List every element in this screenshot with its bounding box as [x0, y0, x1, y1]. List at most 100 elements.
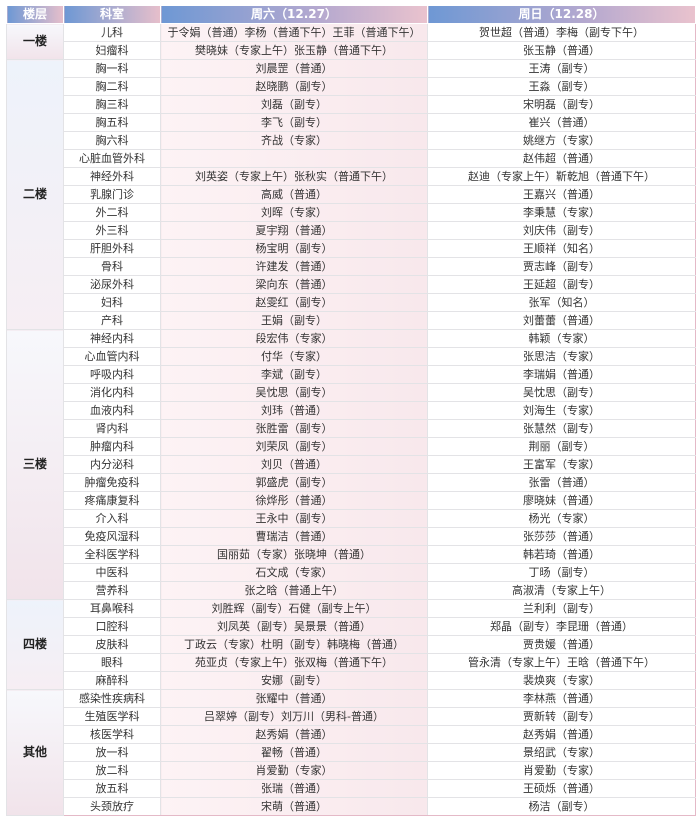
dept-cell: 胸二科 — [63, 77, 161, 96]
sunday-cell: 刘蕾蕾（普通） — [427, 311, 696, 330]
table-row: 产科 王娟（副专） 刘蕾蕾（普通） — [7, 311, 696, 330]
sunday-cell: 张雷（普通） — [427, 473, 696, 492]
sunday-cell: 张思洁（专家） — [427, 347, 696, 366]
table-row: 四楼 耳鼻喉科 刘胜辉（副专）石健（副专上午） 兰利利（副专） — [6, 599, 696, 690]
table-row: 中医科 石文成（专家） 丁旸（副专） — [7, 563, 696, 582]
sunday-cell: 崔兴（普通） — [427, 113, 696, 132]
table-row: 生殖医学科 吕翠婷（副专）刘万川（男科-普通） 贾新转（副专） — [7, 707, 696, 726]
dept-cell: 神经外科 — [63, 167, 161, 186]
saturday-cell: 于令娟（普通）李杨（普通下午）王菲（普通下午） — [160, 23, 428, 42]
saturday-cell: 张耀中（普通） — [160, 689, 428, 708]
sunday-cell: 兰利利（副专） — [427, 599, 696, 618]
saturday-cell: 刘英姿（专家上午）张秋实（普通下午） — [160, 167, 428, 186]
table-row: 二楼 胸一科 刘晨罡（普通） 王涛（副专） — [6, 59, 696, 330]
saturday-cell: 刘磊（副专） — [160, 95, 428, 114]
saturday-cell: 李飞（副专） — [160, 113, 428, 132]
sunday-cell: 赵伟超（普通） — [427, 149, 696, 168]
dept-cell: 妇瘤科 — [63, 41, 161, 60]
table-row: 妇科 赵雯红（副专） 张军（知名） — [7, 293, 696, 312]
dept-cell: 放二科 — [63, 761, 161, 780]
table-row: 呼吸内科 李斌（副专） 李瑞娟（普通） — [7, 365, 696, 384]
dept-cell: 放一科 — [63, 743, 161, 762]
dept-cell: 内分泌科 — [63, 455, 161, 474]
dept-cell: 疼痛康复科 — [63, 491, 161, 510]
saturday-cell: 高威（普通） — [160, 185, 428, 204]
sunday-cell: 张莎莎（普通） — [427, 527, 696, 546]
table-row: 皮肤科 丁政云（专家）杜明（副专）韩晓梅（普通） 贾贵媛（普通） — [7, 635, 696, 654]
sunday-cell: 姚继方（专家） — [427, 131, 696, 150]
table-row: 疼痛康复科 徐烨彤（普通） 廖晓妹（普通） — [7, 491, 696, 510]
sunday-cell: 贾志峰（副专） — [427, 257, 696, 276]
dept-cell: 核医学科 — [63, 725, 161, 744]
saturday-cell: 付华（专家） — [160, 347, 428, 366]
dept-cell: 放五科 — [63, 779, 161, 798]
saturday-cell: 刘荣凤（副专） — [160, 437, 428, 456]
sunday-cell: 吴忱思（副专） — [427, 383, 696, 402]
sunday-cell: 王涛（副专） — [427, 59, 696, 78]
saturday-cell — [160, 149, 428, 168]
table-row: 骨科 许建发（普通） 贾志峰（副专） — [7, 257, 696, 276]
table-row: 全科医学科 国丽茹（专家）张晓坤（普通） 韩若琦（普通） — [7, 545, 696, 564]
table-row: 乳腺门诊 高威（普通） 王嘉兴（普通） — [7, 185, 696, 204]
dept-cell: 营养科 — [63, 581, 161, 600]
saturday-cell: 石文成（专家） — [160, 563, 428, 582]
dept-cell: 肿瘤免疫科 — [63, 473, 161, 492]
header-row: 楼层 科室 周六（12.27） 周日（12.28） — [6, 5, 696, 24]
dept-cell: 呼吸内科 — [63, 365, 161, 384]
dept-cell: 肾内科 — [63, 419, 161, 438]
dept-cell: 胸六科 — [63, 131, 161, 150]
floor-cell: 其他 — [6, 689, 64, 816]
saturday-cell: 杨宝明（副专） — [160, 239, 428, 258]
table-row: 核医学科 赵秀娟（普通） 赵秀娟（普通） — [7, 725, 696, 744]
dept-cell: 全科医学科 — [63, 545, 161, 564]
dept-cell: 免疫风湿科 — [63, 527, 161, 546]
table-row: 眼科 苑亚贞（专家上午）张双梅（普通下午） 管永清（专家上午）王晗（普通下午） — [7, 653, 696, 672]
dept-cell: 神经内科 — [63, 329, 161, 348]
sunday-cell: 贾贵媛（普通） — [427, 635, 696, 654]
table-row: 肾内科 张胜雷（副专） 张慧然（副专） — [7, 419, 696, 438]
dept-cell: 产科 — [63, 311, 161, 330]
table-row: 一楼 儿科 于令娟（普通）李杨（普通下午）王菲（普通下午） 贺世超（普通）李梅（副专下… — [6, 23, 696, 60]
sunday-cell: 荆丽（副专） — [427, 437, 696, 456]
dept-cell: 血液内科 — [63, 401, 161, 420]
floor-cell: 一楼 — [6, 23, 64, 60]
table-row: 营养科 张之晗（普通上午） 高淑清（专家上午） — [7, 581, 696, 600]
table-row: 妇瘤科 樊晓妹（专家上午）张玉静（普通下午） 张玉静（普通） — [7, 41, 696, 60]
table-row: 胸三科 刘磊（副专） 宋明磊（副专） — [7, 95, 696, 114]
saturday-cell: 吕翠婷（副专）刘万川（男科-普通） — [160, 707, 428, 726]
saturday-cell: 徐烨彤（普通） — [160, 491, 428, 510]
table-row: 心血管内科 付华（专家） 张思洁（专家） — [7, 347, 696, 366]
sunday-cell: 李林燕（普通） — [427, 689, 696, 708]
saturday-cell: 刘晖（专家） — [160, 203, 428, 222]
saturday-cell: 国丽茹（专家）张晓坤（普通） — [160, 545, 428, 564]
table-row: 头颈放疗 宋萌（普通） 杨洁（副专） — [7, 797, 696, 816]
sunday-cell: 赵迪（专家上午）靳乾旭（普通下午） — [427, 167, 696, 186]
sunday-cell: 管永清（专家上午）王晗（普通下午） — [427, 653, 696, 672]
saturday-cell: 刘胜辉（副专）石健（副专上午） — [160, 599, 428, 618]
sunday-cell: 刘庆伟（副专） — [427, 221, 696, 240]
saturday-cell: 曹瑞洁（普通） — [160, 527, 428, 546]
dept-cell: 麻醉科 — [63, 671, 161, 690]
table-row: 肿瘤内科 刘荣凤（副专） 荆丽（副专） — [7, 437, 696, 456]
sunday-cell: 李瑞娟（普通） — [427, 365, 696, 384]
floor-cell: 三楼 — [6, 329, 64, 600]
table-row: 外三科 夏宇翔（普通） 刘庆伟（副专） — [7, 221, 696, 240]
sunday-cell: 景绍武（专家） — [427, 743, 696, 762]
sunday-cell: 韩若琦（普通） — [427, 545, 696, 564]
table-row: 肿瘤免疫科 郭盛虎（副专） 张雷（普通） — [7, 473, 696, 492]
dept-cell: 泌尿外科 — [63, 275, 161, 294]
table-row: 放二科 肖爱勤（专家） 肖爱勤（专家） — [7, 761, 696, 780]
dept-cell: 外三科 — [63, 221, 161, 240]
saturday-cell: 夏宇翔（普通） — [160, 221, 428, 240]
saturday-cell: 肖爱勤（专家） — [160, 761, 428, 780]
sunday-cell: 赵秀娟（普通） — [427, 725, 696, 744]
sunday-cell: 王顺祥（知名） — [427, 239, 696, 258]
sunday-cell: 张玉静（普通） — [427, 41, 696, 60]
table-row: 神经外科 刘英姿（专家上午）张秋实（普通下午） 赵迪（专家上午）靳乾旭（普通下午） — [7, 167, 696, 186]
sunday-cell: 裴焕爽（专家） — [427, 671, 696, 690]
dept-cell: 心血管内科 — [63, 347, 161, 366]
dept-cell: 介入科 — [63, 509, 161, 528]
saturday-cell: 郭盛虎（副专） — [160, 473, 428, 492]
dept-cell: 感染性疾病科 — [63, 689, 161, 708]
table-row: 放五科 张瑞（普通） 王硕烁（普通） — [7, 779, 696, 798]
